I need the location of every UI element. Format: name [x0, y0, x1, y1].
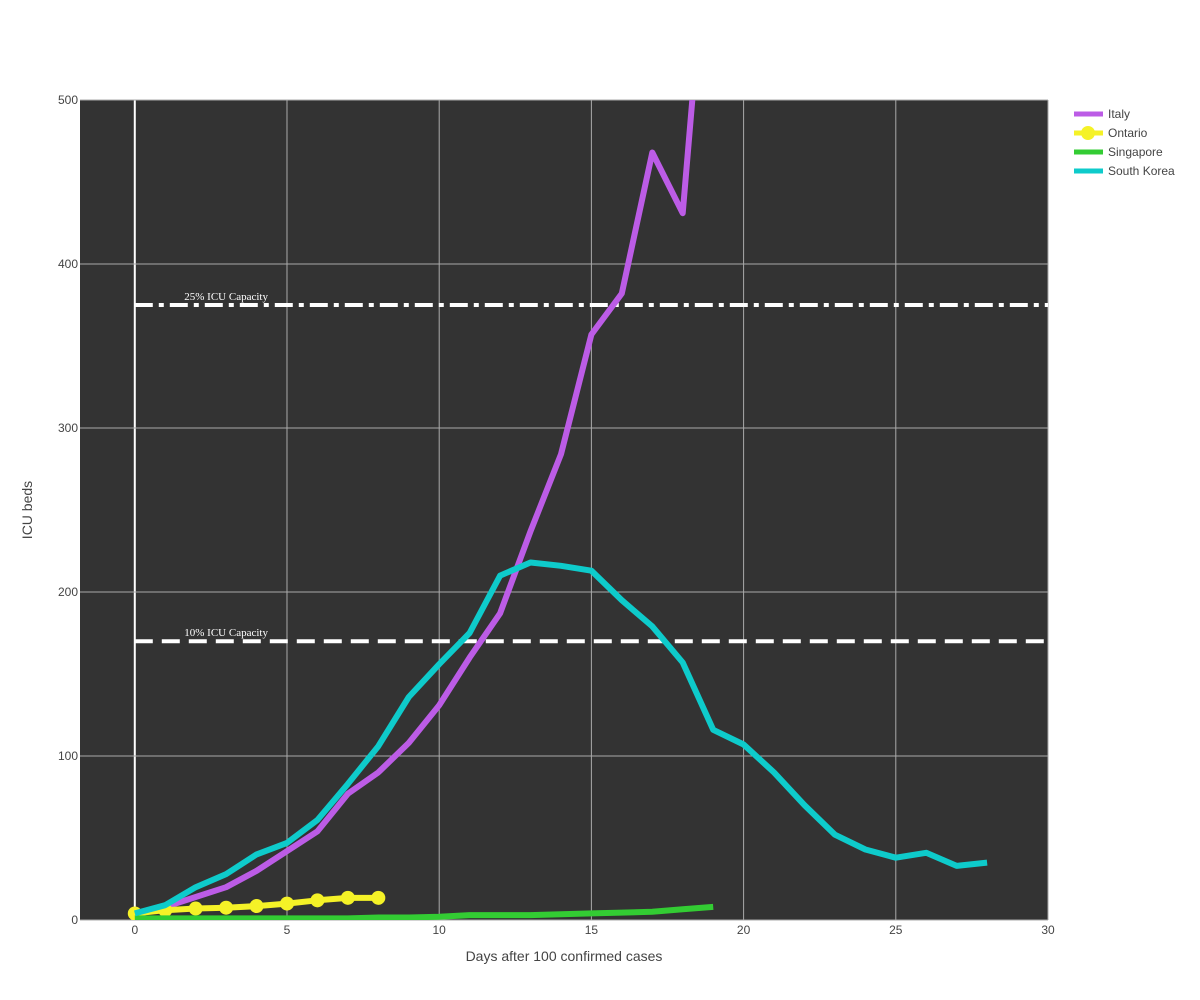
legend-label: Singapore [1108, 145, 1163, 159]
y-tick-label: 200 [58, 585, 78, 599]
series-line [134, 903, 714, 920]
y-tick-label: 300 [58, 421, 78, 435]
series [127, 100, 988, 920]
legend-item[interactable]: Italy [1074, 107, 1130, 121]
legend-marker [1081, 126, 1095, 140]
x-tick-label: 0 [131, 923, 138, 937]
data-point [249, 899, 264, 914]
capacity-label: 10% ICU Capacity [184, 627, 268, 639]
y-tick-label: 400 [58, 257, 78, 271]
legend-label: Ontario [1108, 126, 1148, 140]
data-point [371, 890, 386, 905]
legend-label: Italy [1108, 107, 1130, 121]
data-point [310, 893, 325, 908]
y-axis-title: ICU beds [19, 481, 35, 539]
x-axis-title: Days after 100 confirmed cases [466, 948, 663, 964]
x-tick-label: 25 [889, 923, 903, 937]
y-tick-label: 0 [71, 913, 78, 927]
x-tick-label: 5 [284, 923, 291, 937]
legend-item[interactable]: Singapore [1074, 145, 1163, 159]
legend-label: South Korea [1108, 164, 1175, 178]
x-tick-label: 10 [433, 923, 447, 937]
data-point [279, 896, 294, 911]
y-axis-ticks: 0 100 200 300 400 500 [58, 93, 78, 927]
series-italy [134, 100, 696, 918]
series-line [134, 100, 696, 918]
data-point [219, 900, 234, 915]
data-point [340, 890, 355, 905]
series-south-korea [134, 559, 988, 917]
legend-item[interactable]: South Korea [1074, 164, 1175, 178]
x-tick-label: 30 [1041, 923, 1055, 937]
y-tick-label: 100 [58, 749, 78, 763]
x-axis-ticks: 0 5 10 15 20 25 30 [131, 923, 1055, 937]
legend-item[interactable]: Ontario [1074, 126, 1148, 140]
plot-background [80, 100, 1048, 920]
series-singapore [134, 903, 714, 920]
x-tick-label: 15 [585, 923, 599, 937]
series-line [134, 559, 988, 917]
capacity-label: 25% ICU Capacity [184, 291, 268, 303]
annotations: 25% ICU Capacity 10% ICU Capacity [134, 291, 1048, 644]
y-tick-label: 500 [58, 93, 78, 107]
series-ontario [127, 890, 386, 920]
data-point [188, 901, 203, 916]
x-tick-label: 20 [737, 923, 751, 937]
legend[interactable]: Italy Ontario Singapore South Korea [1074, 107, 1175, 178]
grid [80, 99, 1049, 921]
